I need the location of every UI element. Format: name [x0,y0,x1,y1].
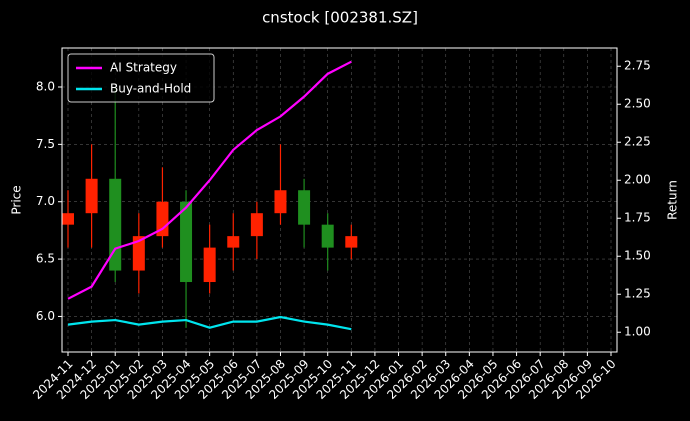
y-tick-label: 8.0 [36,80,55,94]
candle-body [180,201,193,283]
series-line [67,60,352,300]
y2-tick-label: 2.75 [624,59,651,73]
legend-label: Buy-and-Hold [110,82,191,96]
plot-frame [61,47,618,353]
y2-tick-label: 2.50 [624,97,651,111]
candle-body [298,190,311,225]
candle-body [62,213,74,225]
y2-tick-label: 2.00 [624,173,651,187]
y2-tick-label: 1.00 [624,325,651,339]
legend-box [67,53,215,103]
y-tick-label: 7.0 [36,194,55,208]
candle-body [274,190,287,214]
chart-title: cnstock [002381.SZ] [262,9,418,27]
y-tick-label: 6.5 [36,252,55,266]
candle-body [227,236,240,248]
candle-body [85,178,98,214]
y-axis-label: Price [10,185,24,214]
legend-label: AI Strategy [110,61,177,75]
y2-tick-label: 1.50 [624,249,651,263]
y-tick-label: 7.5 [36,137,55,151]
y2-axis-label: Return [666,180,680,220]
y-tick-label: 6.0 [36,309,55,323]
y2-tick-label: 2.25 [624,135,651,149]
y2-tick-label: 1.25 [624,287,651,301]
candle-body [321,224,334,248]
y2-tick-label: 1.75 [624,211,651,225]
candle-body [250,213,263,237]
candle-body [203,247,216,283]
candle-body [345,236,358,248]
series-line [67,315,352,331]
candle-body [132,236,145,271]
